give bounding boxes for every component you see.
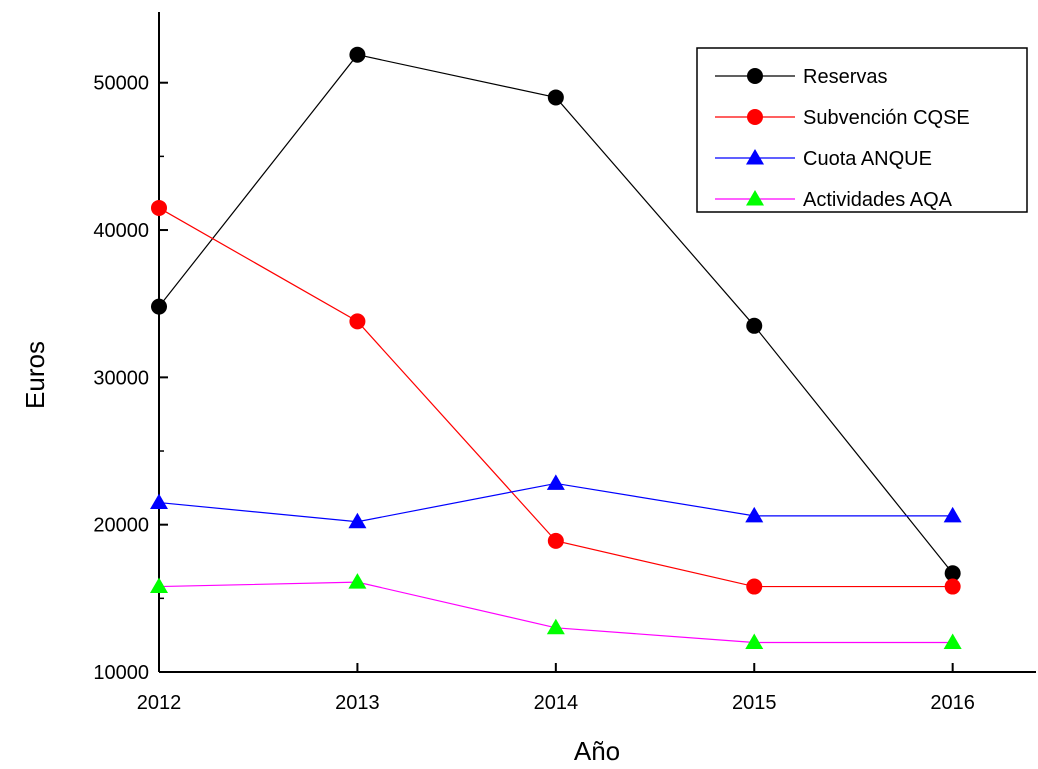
legend-label: Actividades AQA [803,189,953,211]
x-axis-title: Año [574,736,620,766]
x-tick-label: 2015 [732,692,777,714]
legend: Reservas Subvención CQSE Cuota ANQUE Activi… [696,47,1028,213]
data-point [745,633,764,650]
data-point [348,573,367,589]
axis-titles: Año Euros [20,341,620,766]
data-point [944,578,961,595]
ticks: 2012 2013 2014 2015 2016 10000 20000 30000 40000… [93,73,975,714]
x-tick-label: 2014 [534,692,579,714]
data-point [747,68,763,84]
data-point [349,46,366,63]
data-point [547,532,564,549]
y-tick-label: 30000 [93,367,149,389]
data-point [747,109,763,125]
data-point [150,493,168,510]
x-tick-label: 2016 [930,692,975,714]
series-actividades-aqa [150,573,962,650]
data-point [349,313,366,330]
data-point [746,578,763,595]
data-point [943,633,962,650]
data-point [547,89,564,106]
legend-label: Cuota ANQUE [803,148,932,170]
y-tick-label: 50000 [93,73,149,95]
data-point [546,618,565,635]
y-tick-label: 20000 [93,515,149,537]
y-tick-label: 10000 [93,662,149,684]
data-point [746,149,764,165]
series-line [158,207,953,588]
legend-item: Cuota ANQUE [715,148,932,170]
data-point [150,577,168,594]
legend-item: Reservas [715,66,887,88]
data-point [348,512,367,529]
series-reservas [151,46,961,582]
legend-label: Subvención CQSE [803,107,970,129]
series [150,46,962,650]
data-point [943,506,962,523]
data-point [546,474,565,490]
y-axis-title: Euros [20,341,50,409]
x-tick-label: 2012 [137,692,182,714]
x-tick-label: 2013 [335,692,380,714]
data-point [151,298,167,315]
data-point [151,199,167,216]
data-point [746,190,764,206]
data-point [944,565,961,582]
legend-item: Subvención CQSE [715,107,970,129]
legend-item: Actividades AQA [715,189,953,211]
y-tick-label: 40000 [93,220,149,242]
legend-label: Reservas [803,66,887,88]
data-point [745,506,764,523]
series-subvenci-n-cqse [151,199,961,595]
axes [158,12,1036,673]
series-cuota-anque [150,474,962,529]
data-point [746,317,763,334]
